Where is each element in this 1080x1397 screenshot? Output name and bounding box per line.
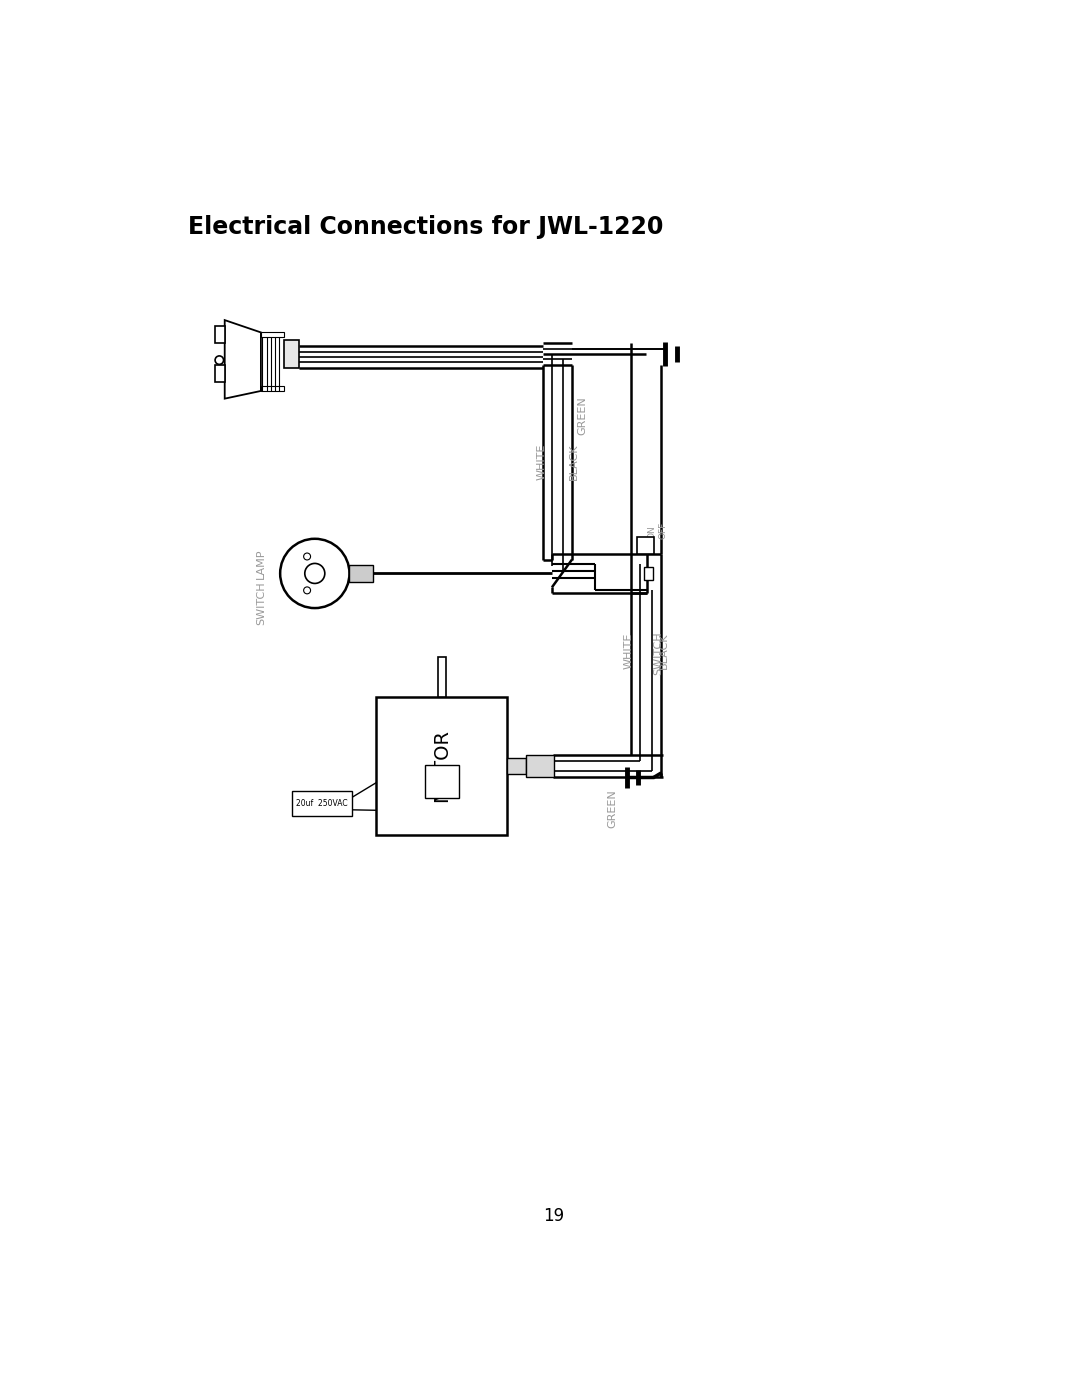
- Circle shape: [215, 356, 224, 365]
- Text: SWITCH: SWITCH: [653, 631, 663, 675]
- Text: Electrical Connections for JWL-1220: Electrical Connections for JWL-1220: [188, 215, 663, 239]
- Circle shape: [303, 553, 311, 560]
- Bar: [350, 564, 373, 583]
- Text: LAMP: LAMP: [256, 549, 266, 580]
- Text: WHITE: WHITE: [537, 444, 546, 481]
- Text: 19: 19: [543, 1207, 564, 1225]
- Circle shape: [303, 587, 311, 594]
- Bar: [377, 697, 508, 835]
- Polygon shape: [225, 320, 261, 398]
- Bar: [644, 567, 652, 580]
- Bar: [437, 657, 446, 697]
- Bar: [508, 759, 526, 774]
- Bar: [215, 327, 225, 344]
- Text: OFF: OFF: [659, 521, 667, 539]
- Bar: [261, 332, 284, 337]
- Text: ON: ON: [648, 525, 657, 539]
- Text: SWITCH: SWITCH: [256, 581, 266, 624]
- Bar: [292, 791, 352, 816]
- Text: BLACK: BLACK: [659, 633, 669, 669]
- Bar: [636, 538, 653, 555]
- Bar: [215, 365, 225, 381]
- Text: 20uf  250VAC: 20uf 250VAC: [296, 799, 348, 807]
- Text: WHITE: WHITE: [624, 633, 634, 669]
- Text: GREEN: GREEN: [578, 397, 588, 434]
- Bar: [284, 339, 299, 367]
- Text: GREEN: GREEN: [608, 789, 618, 828]
- Circle shape: [305, 563, 325, 584]
- Bar: [526, 756, 554, 777]
- Bar: [424, 766, 459, 798]
- Bar: [261, 387, 284, 391]
- Text: BLACK: BLACK: [568, 443, 579, 481]
- Text: MOTOR: MOTOR: [432, 729, 451, 802]
- Circle shape: [280, 539, 350, 608]
